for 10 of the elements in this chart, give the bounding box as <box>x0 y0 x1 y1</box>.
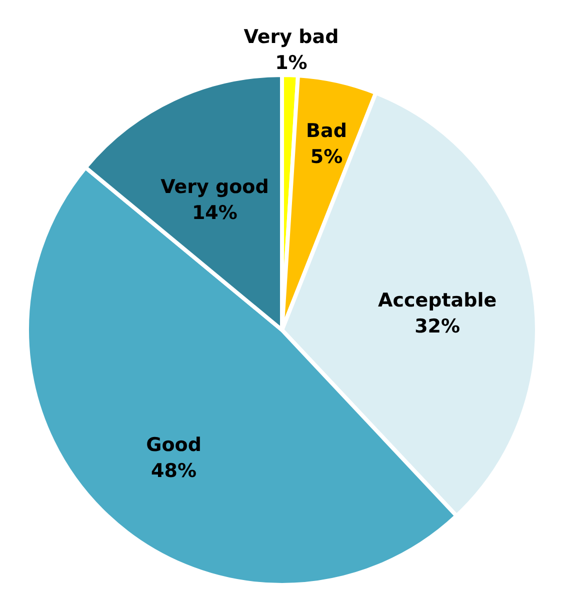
slice-label: Very bad <box>244 26 339 48</box>
data-label: 5% <box>310 146 343 168</box>
slice-label: Acceptable <box>378 289 497 312</box>
data-label: 14% <box>192 202 238 224</box>
data-label: 1% <box>275 52 308 74</box>
data-label: 32% <box>414 315 460 338</box>
slice-label: Good <box>146 434 202 456</box>
slice-label: Very good <box>160 176 269 198</box>
data-label: 48% <box>151 460 197 482</box>
slice-label: Bad <box>306 120 347 142</box>
